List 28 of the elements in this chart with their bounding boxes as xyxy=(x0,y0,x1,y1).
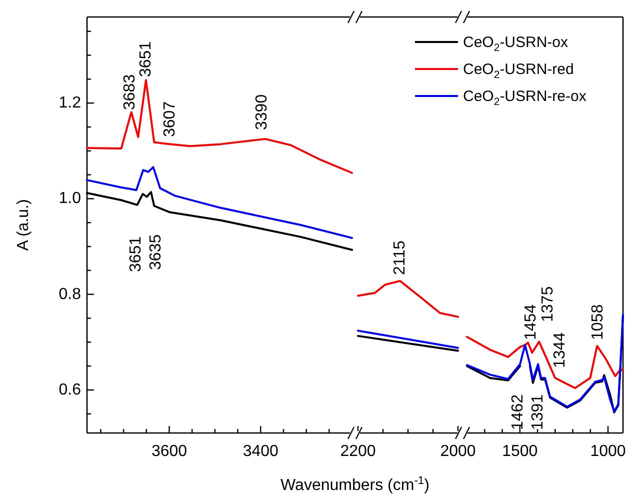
legend-label: CeO$_{2}$-USRN-ox xyxy=(463,34,569,54)
x-tick-label: 2000 xyxy=(440,443,476,460)
x-tick-label: 3600 xyxy=(151,443,188,460)
y-tick-label: 1.2 xyxy=(58,94,82,112)
annotation: 3635 xyxy=(148,234,164,270)
annotation: 3651 xyxy=(128,236,144,272)
annotation: 1462 xyxy=(510,394,526,430)
annotation: 3607 xyxy=(162,101,178,137)
annotation: 2115 xyxy=(392,240,408,275)
annotation: 3683 xyxy=(122,74,138,110)
annotation: 1375 xyxy=(540,286,556,322)
annotation: 1391 xyxy=(530,394,546,430)
annotation: 1058 xyxy=(590,304,606,340)
y-tick-label: 1.0 xyxy=(58,190,82,208)
y-axis-title: A (a.u.) xyxy=(15,199,32,251)
annotation: 1454 xyxy=(522,304,540,340)
annotation: 3651 xyxy=(138,41,154,77)
x-tick-label: 1000 xyxy=(590,443,626,460)
x-tick-label: 3400 xyxy=(242,443,279,460)
x-axis-title: Wavenumbers (cm$^{-1}$) xyxy=(280,475,430,494)
y-tick-label: 0.8 xyxy=(58,286,82,303)
annotation: 3390 xyxy=(254,94,270,130)
x-tick-label: 2200 xyxy=(340,443,376,460)
x-tick-label: 1500 xyxy=(502,443,538,460)
y-tick-label: 0.6 xyxy=(58,381,82,398)
legend-label: CeO$_{2}$-USRN-red xyxy=(463,60,574,81)
legend-label: CeO$_{2}$-USRN-re-ox xyxy=(463,88,587,108)
annotation: 1344 xyxy=(552,332,568,368)
